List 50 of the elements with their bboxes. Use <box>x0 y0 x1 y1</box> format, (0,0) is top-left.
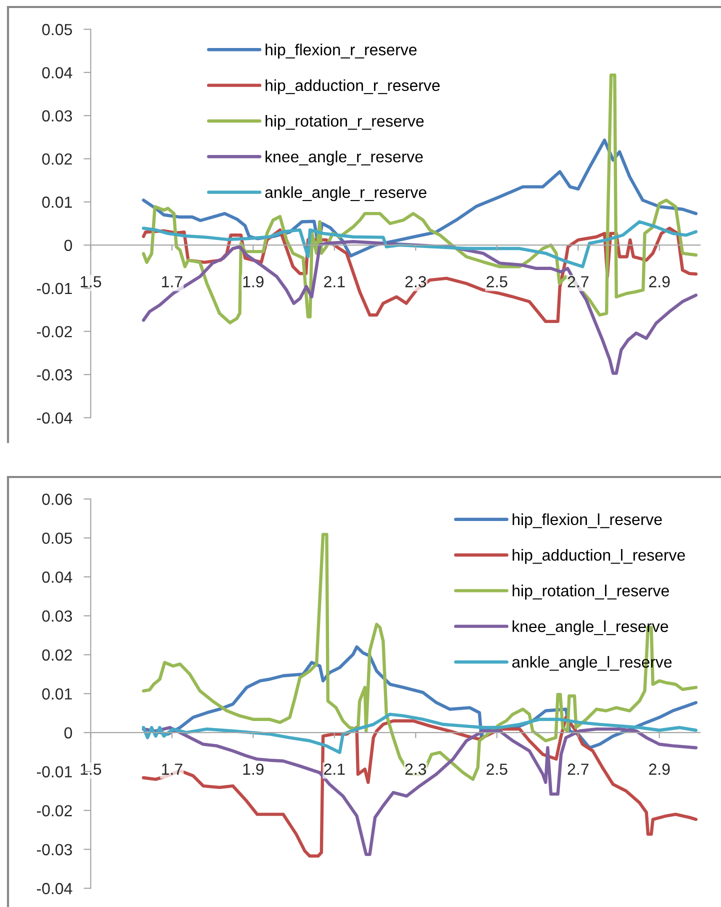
line-series <box>142 532 698 781</box>
x-tick-label: 1.7 <box>162 276 182 288</box>
legend-label: ankle_angle_r_reserve <box>265 186 426 202</box>
y-tick-label: 0.05 <box>42 24 72 36</box>
y-tick-label: 0 <box>64 240 72 252</box>
x-tick-label: 2.3 <box>405 276 426 288</box>
x-tick-label: 1.9 <box>243 764 264 775</box>
y-tick-label: -0.03 <box>36 369 72 380</box>
y-tick-label: 0.01 <box>42 196 72 208</box>
x-tick-label: 1.7 <box>162 764 182 775</box>
y-tick-label: 0.02 <box>42 649 72 661</box>
y-tick-label: 0.03 <box>42 610 72 622</box>
x-tick-label: 1.5 <box>80 764 102 775</box>
x-tick-label: 2.1 <box>324 276 345 288</box>
y-tick-label: -0.02 <box>36 805 72 816</box>
y-tick-label: 0 <box>64 727 72 739</box>
legend-label: knee_angle_l_reserve <box>512 620 668 636</box>
legend-label: hip_adduction_r_reserve <box>266 79 440 94</box>
y-tick-label: 0.06 <box>42 494 72 505</box>
y-tick-label: -0.04 <box>36 882 72 894</box>
legend-label: hip_rotation_l_reserve <box>512 584 669 600</box>
x-tick-label: 2.5 <box>486 764 508 775</box>
x-tick-label: 2.5 <box>486 276 508 288</box>
legend-label: hip_rotation_r_reserve <box>266 114 424 130</box>
y-tick-label: 0.03 <box>42 110 72 122</box>
legend-label: hip_flexion_r_reserve <box>266 44 417 59</box>
legend-label: hip_flexion_l_reserve <box>512 513 662 528</box>
y-tick-label: -0.01 <box>36 766 72 778</box>
x-tick-label: 2.9 <box>649 276 670 288</box>
y-tick-label: 0.01 <box>42 688 72 700</box>
y-tick-label: 0.02 <box>42 153 72 165</box>
legend-label: hip_adduction_l_reserve <box>512 549 685 564</box>
y-tick-label: -0.01 <box>36 282 72 294</box>
line-series <box>142 712 698 754</box>
y-tick-label: 0.05 <box>42 532 72 544</box>
y-tick-label: -0.02 <box>36 326 72 338</box>
x-tick-label: 2.7 <box>568 764 588 775</box>
x-tick-label: 2.3 <box>405 764 426 775</box>
x-tick-label: 1.9 <box>243 276 264 288</box>
legend-label: knee_angle_r_reserve <box>266 150 423 166</box>
x-tick-label: 2.9 <box>649 764 670 775</box>
y-tick-label: -0.03 <box>36 844 72 856</box>
x-tick-label: 2.1 <box>324 764 345 775</box>
line-series <box>142 240 698 375</box>
line-series <box>142 220 698 268</box>
y-tick-label: 0.04 <box>42 571 72 583</box>
y-tick-label: 0.04 <box>42 67 72 78</box>
x-tick-label: 1.5 <box>80 276 102 288</box>
y-tick-label: -0.04 <box>36 412 72 424</box>
line-series <box>142 73 698 324</box>
